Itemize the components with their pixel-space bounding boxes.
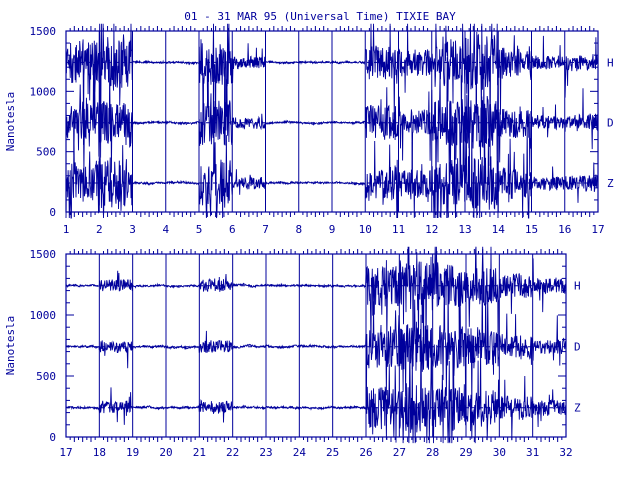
top-x-tick-label: 5 [196,223,203,236]
chart-title: 01 - 31 MAR 95 (Universal Time) TIXIE BA… [184,10,456,23]
top-x-tick-label: 7 [262,223,269,236]
top-y-tick-label: 1500 [30,25,57,38]
top-y-tick-label: 1000 [30,85,57,98]
bottom-x-tick-label: 17 [59,446,72,459]
bottom-series-label-d: D [574,341,581,354]
bottom-x-tick-label: 28 [426,446,439,459]
top-x-tick-label: 9 [329,223,336,236]
bottom-y-tick-label: 1500 [30,248,57,261]
bottom-x-tick-label: 24 [293,446,307,459]
bottom-x-tick-label: 31 [526,446,539,459]
bottom-series-label-z: Z [574,402,581,415]
top-x-tick-label: 16 [558,223,571,236]
bottom-series-label-h: H [574,280,581,293]
bottom-y-tick-label: 0 [49,431,56,444]
top-x-tick-label: 13 [458,223,471,236]
top-x-tick-label: 8 [295,223,302,236]
bottom-x-tick-label: 30 [493,446,506,459]
bottom-x-tick-label: 23 [259,446,272,459]
top-trace-d [65,50,599,193]
top-trace-z [65,115,599,219]
top-series-label-d: D [607,117,614,130]
bottom-trace-h [65,246,567,367]
top-y-tick-label: 500 [36,146,56,159]
bottom-x-tick-label: 29 [459,446,472,459]
top-x-tick-label: 11 [392,223,405,236]
bottom-x-tick-label: 25 [326,446,339,459]
top-x-tick-label: 15 [525,223,538,236]
top-x-tick-label: 17 [591,223,604,236]
bottom-trace-d [65,272,567,421]
top-x-tick-label: 3 [129,223,136,236]
top-x-tick-label: 6 [229,223,236,236]
bottom-x-tick-label: 22 [226,446,239,459]
top-y-axis-label: Nanotesla [4,92,17,152]
top-series-label-h: H [607,56,614,69]
bottom-x-tick-label: 32 [559,446,572,459]
bottom-y-tick-label: 500 [36,370,56,383]
top-y-tick-label: 0 [49,206,56,219]
top-x-tick-label: 14 [492,223,506,236]
bottom-x-tick-label: 27 [393,446,406,459]
bottom-x-tick-label: 19 [126,446,139,459]
top-x-tick-label: 12 [425,223,438,236]
bottom-trace-z [65,314,567,444]
bottom-x-tick-label: 21 [193,446,206,459]
top-trace-h [65,23,599,166]
top-x-tick-label: 2 [96,223,103,236]
bottom-x-tick-label: 20 [159,446,172,459]
top-series-label-z: Z [607,177,614,190]
top-x-tick-label: 4 [162,223,169,236]
top-x-tick-label: 10 [359,223,372,236]
bottom-x-tick-label: 26 [359,446,372,459]
top-x-tick-label: 1 [63,223,70,236]
bottom-x-tick-label: 18 [93,446,106,459]
bottom-y-axis-label: Nanotesla [4,316,17,376]
bottom-y-tick-label: 1000 [30,309,57,322]
